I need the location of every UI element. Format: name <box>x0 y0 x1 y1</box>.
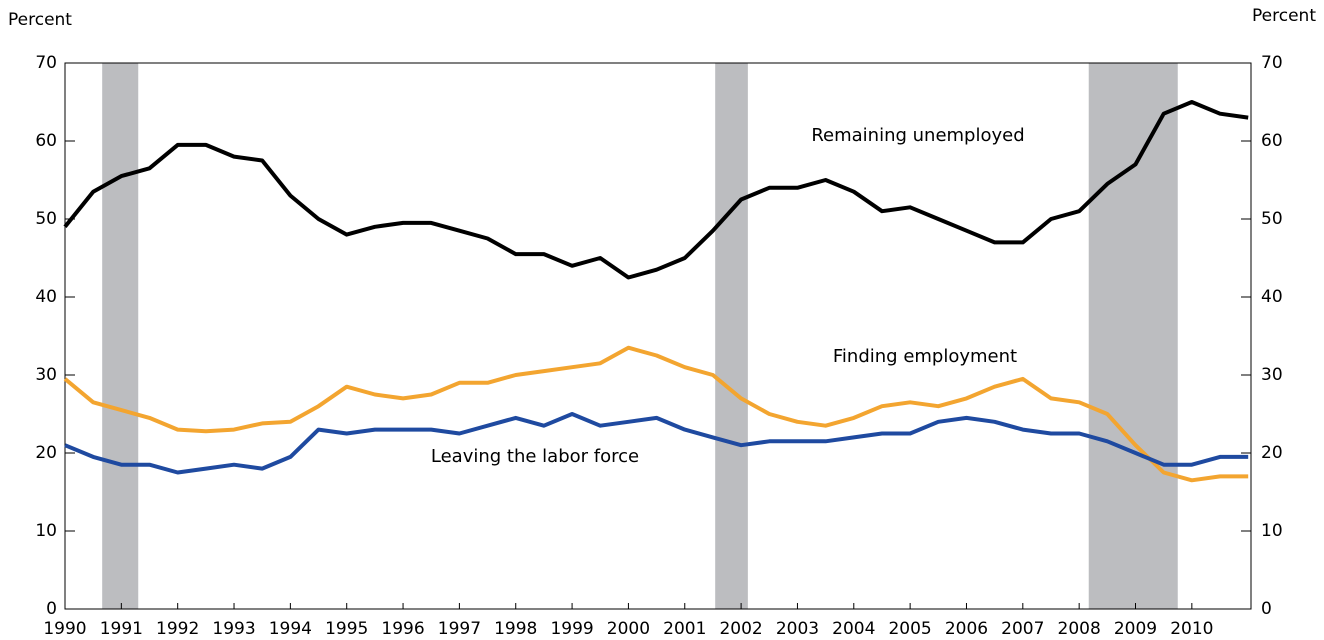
x-tick-label: 2009 <box>1114 619 1157 639</box>
y2-tick-label: 50 <box>1261 209 1283 229</box>
x-tick-label: 1995 <box>325 619 368 639</box>
x-tick-label: 2008 <box>1058 619 1101 639</box>
y-tick-label: 0 <box>46 599 57 619</box>
x-tick-label: 2002 <box>719 619 762 639</box>
y-tick-label: 10 <box>35 521 57 541</box>
x-tick-label: 2001 <box>663 619 706 639</box>
y-tick-label: 60 <box>35 131 57 151</box>
series-label: Remaining unemployed <box>811 125 1024 146</box>
y2-tick-label: 60 <box>1261 131 1283 151</box>
x-tick-label: 1997 <box>438 619 481 639</box>
x-tick-label: 1999 <box>550 619 593 639</box>
recession-band <box>1088 63 1178 609</box>
y2-tick-label: 20 <box>1261 443 1283 463</box>
y2-tick-label: 70 <box>1261 53 1283 73</box>
x-tick-label: 2005 <box>888 619 931 639</box>
y-tick-label: 30 <box>35 365 57 385</box>
y-tick-label: 70 <box>35 53 57 73</box>
x-tick-label: 1990 <box>43 619 86 639</box>
x-tick-label: 1996 <box>381 619 424 639</box>
recession-band <box>102 63 139 609</box>
y-axis-label: Percent <box>8 10 72 30</box>
y2-axis-label: Percent <box>1252 6 1316 26</box>
series-line <box>64 412 1249 475</box>
x-tick-label: 1991 <box>100 619 143 639</box>
x-tick-label: 2006 <box>945 619 988 639</box>
x-tick-label: 2010 <box>1170 619 1213 639</box>
x-tick-label: 1994 <box>269 619 312 639</box>
y2-tick-label: 30 <box>1261 365 1283 385</box>
x-tick-label: 2000 <box>607 619 650 639</box>
x-tick-label: 1993 <box>212 619 255 639</box>
x-tick-label: 1992 <box>156 619 199 639</box>
series-line <box>63 345 1249 483</box>
x-tick-label: 2003 <box>776 619 819 639</box>
y-tick-label: 40 <box>35 287 57 307</box>
y2-tick-label: 40 <box>1261 287 1283 307</box>
y-tick-label: 50 <box>35 209 57 229</box>
x-tick-label: 1998 <box>494 619 537 639</box>
plot-frame <box>64 62 1252 610</box>
y2-tick-label: 10 <box>1261 521 1283 541</box>
series-label: Leaving the labor force <box>431 446 639 467</box>
series-line <box>63 100 1249 280</box>
y2-tick-label: 0 <box>1261 599 1272 619</box>
y-tick-label: 20 <box>35 443 57 463</box>
x-tick-label: 2004 <box>832 619 875 639</box>
recession-band <box>715 63 748 609</box>
series-label: Finding employment <box>833 346 1017 367</box>
x-tick-label: 2007 <box>1001 619 1044 639</box>
